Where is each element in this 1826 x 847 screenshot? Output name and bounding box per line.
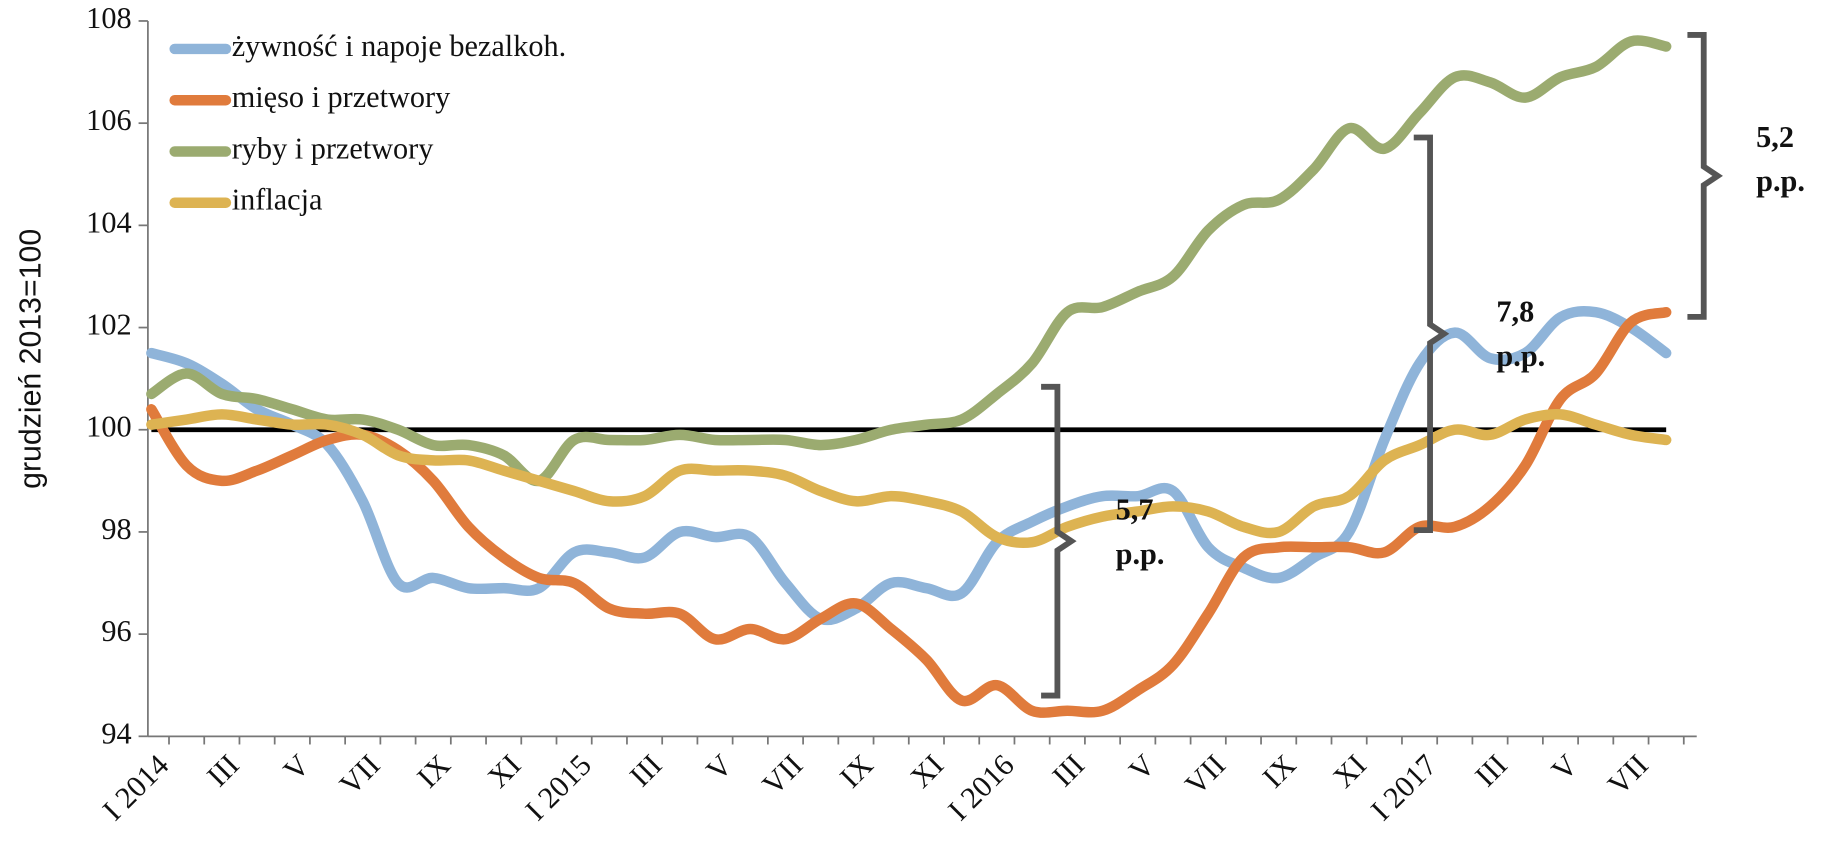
- series-line: [146, 35, 1672, 487]
- x-tick-label: VII: [1601, 748, 1655, 802]
- x-tick-label: XI: [904, 748, 951, 795]
- series-line: [146, 306, 1672, 626]
- y-tick-label: 94: [101, 716, 131, 750]
- annotation: 7,8: [1496, 295, 1534, 329]
- legend-label: mięso i przetwory: [232, 80, 451, 114]
- x-tick-label: III: [200, 748, 245, 793]
- y-axis-label: grudzień 2013=100: [15, 229, 48, 489]
- y-tick-label: 98: [101, 512, 131, 546]
- x-tick-label: V: [1545, 748, 1585, 788]
- brace: [1413, 134, 1450, 534]
- annotation: p.p.: [1756, 164, 1805, 198]
- x-tick-label: V: [277, 748, 317, 788]
- x-tick-label: XI: [1326, 748, 1373, 795]
- y-tick-label: 108: [86, 1, 131, 35]
- brace: [1687, 32, 1723, 320]
- x-tick-label: VII: [1178, 748, 1232, 802]
- x-tick-label: III: [623, 748, 668, 793]
- x-tick-label: IX: [1256, 748, 1303, 795]
- x-tick-label: IX: [410, 748, 457, 795]
- x-tick-label: I 2016: [941, 748, 1020, 827]
- x-tick-label: VII: [756, 748, 810, 802]
- legend-label: inflacja: [232, 183, 323, 217]
- x-tick-label: I 2017: [1364, 748, 1443, 827]
- annotation: 5,2: [1756, 120, 1794, 154]
- x-tick-label: III: [1046, 748, 1091, 793]
- legend-label: żywność i napoje bezalkoh.: [232, 29, 566, 63]
- x-tick-label: III: [1468, 748, 1513, 793]
- legend-label: ryby i przetwory: [232, 131, 435, 165]
- x-tick-label: V: [1122, 748, 1162, 788]
- y-tick-label: 102: [86, 307, 131, 341]
- series-line: [146, 409, 1672, 549]
- y-tick-label: 96: [101, 614, 131, 648]
- y-tick-label: 104: [86, 205, 131, 239]
- x-tick-label: I 2015: [519, 748, 598, 827]
- x-tick-label: V: [699, 748, 739, 788]
- annotation: p.p.: [1116, 537, 1165, 571]
- x-tick-label: IX: [833, 748, 880, 795]
- x-tick-label: XI: [481, 748, 528, 795]
- brace: [1041, 383, 1077, 699]
- series-line: [146, 306, 1672, 718]
- x-tick-label: I 2014: [96, 748, 175, 827]
- x-tick-label: VII: [333, 748, 387, 802]
- annotation: p.p.: [1496, 339, 1545, 373]
- y-tick-label: 106: [86, 103, 131, 137]
- annotation: 5,7: [1116, 493, 1154, 527]
- y-tick-label: 100: [86, 410, 131, 444]
